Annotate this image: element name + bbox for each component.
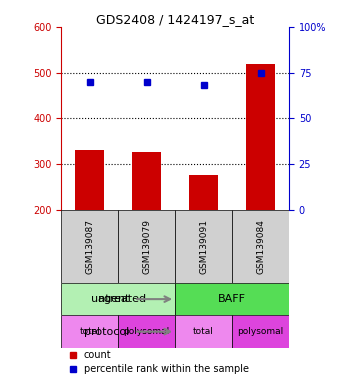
Title: GDS2408 / 1424197_s_at: GDS2408 / 1424197_s_at — [96, 13, 254, 26]
Bar — [232, 210, 289, 283]
Text: untreated: untreated — [90, 294, 146, 304]
Bar — [61, 315, 118, 348]
Text: polysomal: polysomal — [123, 327, 170, 336]
Text: agent: agent — [97, 294, 130, 304]
Text: total: total — [79, 327, 100, 336]
Bar — [61, 210, 118, 283]
Text: GSM139084: GSM139084 — [256, 219, 265, 274]
Bar — [75, 150, 104, 210]
Bar — [175, 283, 289, 315]
Text: percentile rank within the sample: percentile rank within the sample — [84, 364, 249, 374]
Bar — [132, 152, 161, 210]
Bar — [175, 315, 232, 348]
Bar — [61, 283, 175, 315]
Bar — [175, 210, 232, 283]
Text: total: total — [193, 327, 214, 336]
Text: GSM139079: GSM139079 — [142, 219, 151, 274]
Bar — [118, 210, 175, 283]
Text: protocol: protocol — [84, 327, 130, 337]
Text: GSM139087: GSM139087 — [85, 219, 94, 274]
Bar — [246, 64, 275, 210]
Text: polysomal: polysomal — [237, 327, 284, 336]
Text: count: count — [84, 350, 112, 360]
Bar — [118, 315, 175, 348]
Text: BAFF: BAFF — [218, 294, 246, 304]
Bar — [232, 315, 289, 348]
Text: GSM139091: GSM139091 — [199, 219, 208, 274]
Bar — [189, 175, 218, 210]
